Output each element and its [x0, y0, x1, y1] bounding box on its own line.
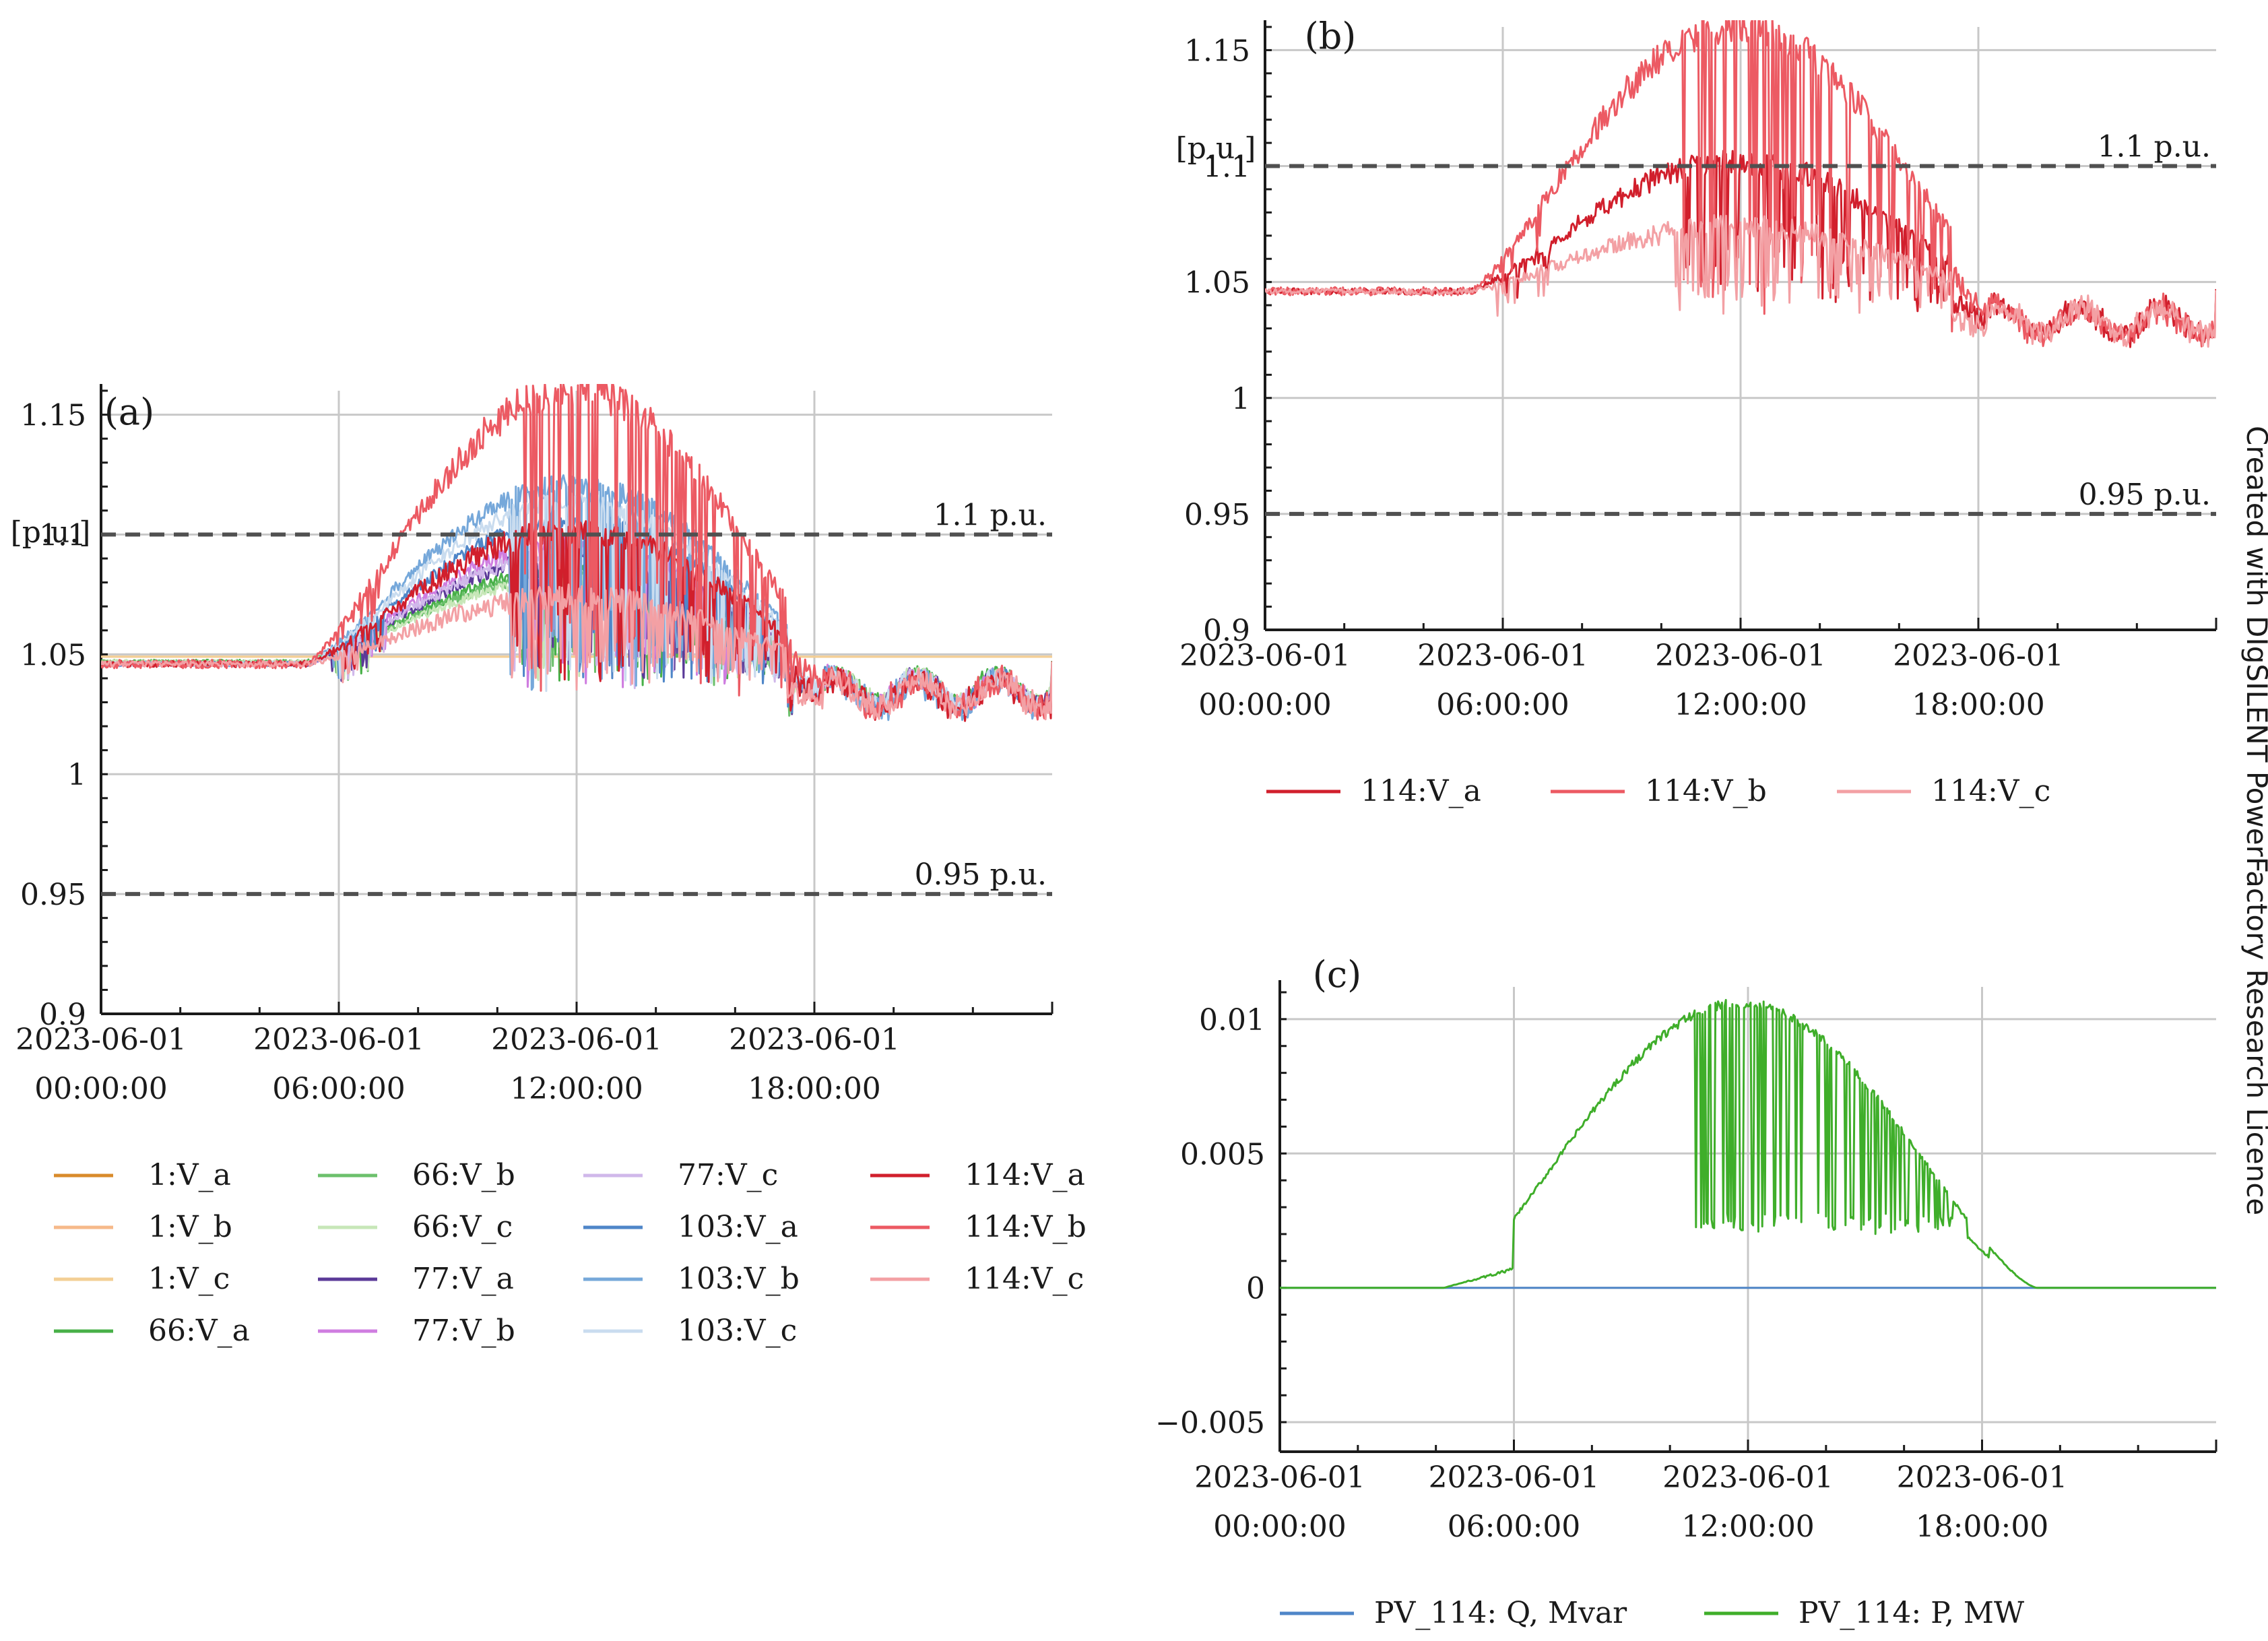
- x-tick-time: 00:00:00: [1213, 1510, 1347, 1544]
- panel-label: (c): [1313, 953, 1361, 996]
- y-tick-label: 1.05: [20, 638, 86, 672]
- reference-line-label: 0.95 p.u.: [2079, 478, 2211, 512]
- reference-line-label: 1.1 p.u.: [2098, 130, 2211, 164]
- x-tick-date: 2023-06-01: [1655, 639, 1826, 673]
- reference-line-label: 0.95 p.u.: [915, 858, 1047, 892]
- y-tick-label: 0.9: [1203, 614, 1250, 648]
- x-tick-date: 2023-06-01: [1897, 1460, 2068, 1495]
- y-tick-label: 0.01: [1199, 1003, 1265, 1037]
- y-axis-label: [p.u.]: [1176, 131, 1256, 166]
- y-tick-label: 1.1: [39, 518, 86, 552]
- x-tick-time: 12:00:00: [510, 1072, 643, 1106]
- legend-label: 77:V_c: [678, 1158, 778, 1192]
- x-tick-date: 2023-06-01: [1194, 1460, 1365, 1495]
- x-tick-date: 2023-06-01: [253, 1023, 424, 1057]
- x-tick-time: 12:00:00: [1681, 1510, 1815, 1544]
- x-tick-date: 2023-06-01: [1662, 1460, 1834, 1495]
- x-tick-time: 00:00:00: [34, 1072, 168, 1106]
- y-tick-label: 0.95: [1184, 498, 1250, 532]
- x-tick-date: 2023-06-01: [1417, 639, 1588, 673]
- y-tick-label: 0: [1246, 1272, 1265, 1306]
- series-line-114-v-c: [1265, 214, 2216, 348]
- y-tick-label: 0.95: [20, 878, 86, 912]
- panel-label: (a): [104, 391, 154, 433]
- legend-label: 103:V_b: [678, 1262, 800, 1296]
- x-tick-time: 18:00:00: [1912, 688, 2045, 722]
- legend-label: PV_114: Q, Mvar: [1374, 1596, 1627, 1630]
- y-tick-label: 1.15: [1184, 34, 1250, 68]
- legend-label: 114:V_b: [965, 1210, 1087, 1244]
- legend-label: 114:V_b: [1645, 774, 1767, 808]
- legend-label: 103:V_a: [678, 1210, 798, 1244]
- x-tick-time: 06:00:00: [1448, 1510, 1581, 1544]
- x-tick-time: 18:00:00: [1916, 1510, 2049, 1544]
- panel-label: (b): [1305, 15, 1357, 57]
- chart-panel-c: −0.005 0 0.005 0.01 2023-06-01 00:00:00 2023-0…: [1155, 953, 2217, 1630]
- y-tick-label: 1.15: [20, 399, 86, 433]
- chart-panel-a: 0.9 0.95 1 1.05 1.1 1.15 2023-06-01 00:00:00 202…: [11, 384, 1087, 1348]
- legend-label: 114:V_a: [965, 1158, 1085, 1192]
- y-tick-label: 1: [67, 758, 86, 792]
- x-tick-time: 18:00:00: [748, 1072, 881, 1106]
- legend-label: 1:V_a: [148, 1158, 231, 1192]
- legend-label: 114:V_c: [965, 1262, 1084, 1296]
- legend-label: 77:V_b: [412, 1314, 515, 1348]
- x-tick-date: 2023-06-01: [1893, 639, 2064, 673]
- watermark: Created with DIgSILENT PowerFactory Rese…: [2240, 426, 2268, 1215]
- y-tick-label: 1: [1231, 382, 1250, 416]
- series-line-114-v-c: [101, 583, 1052, 721]
- legend-label: 1:V_c: [148, 1262, 230, 1296]
- series-group: [1265, 20, 2216, 348]
- y-tick-label: 1.05: [1184, 266, 1250, 300]
- y-tick-label: −0.005: [1155, 1406, 1265, 1440]
- chart-panel-b: 0.9 0.95 1 1.05 1.1 1.15 2023-06-01 00:00:00 202…: [1176, 15, 2217, 808]
- x-tick-date: 2023-06-01: [491, 1023, 662, 1057]
- series-group: [1280, 998, 2216, 1289]
- x-tick-time: 06:00:00: [1436, 688, 1569, 722]
- x-tick-time: 12:00:00: [1674, 688, 1807, 722]
- watermark-text: Created with DIgSILENT PowerFactory Rese…: [2240, 426, 2268, 1215]
- legend-label: 1:V_b: [148, 1210, 232, 1244]
- x-tick-date: 2023-06-01: [729, 1023, 900, 1057]
- series-line-114-v-b: [1265, 20, 2216, 348]
- legend-label: 66:V_c: [412, 1210, 513, 1244]
- legend-label: 66:V_a: [148, 1314, 250, 1348]
- y-axis-label: [p.u.]: [11, 515, 91, 550]
- legend-label: 103:V_c: [678, 1314, 797, 1348]
- legend-label: 66:V_b: [412, 1158, 515, 1192]
- y-tick-label: 0.005: [1180, 1137, 1265, 1171]
- legend-label: PV_114: P, MW: [1799, 1596, 2025, 1630]
- series-group: [101, 384, 1052, 722]
- series-line-pv-114-p-mw: [1280, 998, 2216, 1289]
- x-tick-date: 2023-06-01: [1429, 1460, 1600, 1495]
- series-line-114-v-a: [1265, 149, 2216, 348]
- x-tick-date: 2023-06-01: [1179, 639, 1351, 673]
- y-tick-label: 0.9: [39, 998, 86, 1032]
- y-tick-label: 1.1: [1203, 150, 1250, 185]
- x-tick-time: 00:00:00: [1198, 688, 1332, 722]
- x-tick-date: 2023-06-01: [15, 1023, 187, 1057]
- legend-label: 114:V_c: [1931, 774, 2050, 808]
- reference-line-label: 1.1 p.u.: [934, 498, 1047, 532]
- x-tick-time: 06:00:00: [272, 1072, 406, 1106]
- legend-label: 77:V_a: [412, 1262, 514, 1296]
- legend-label: 114:V_a: [1361, 774, 1481, 808]
